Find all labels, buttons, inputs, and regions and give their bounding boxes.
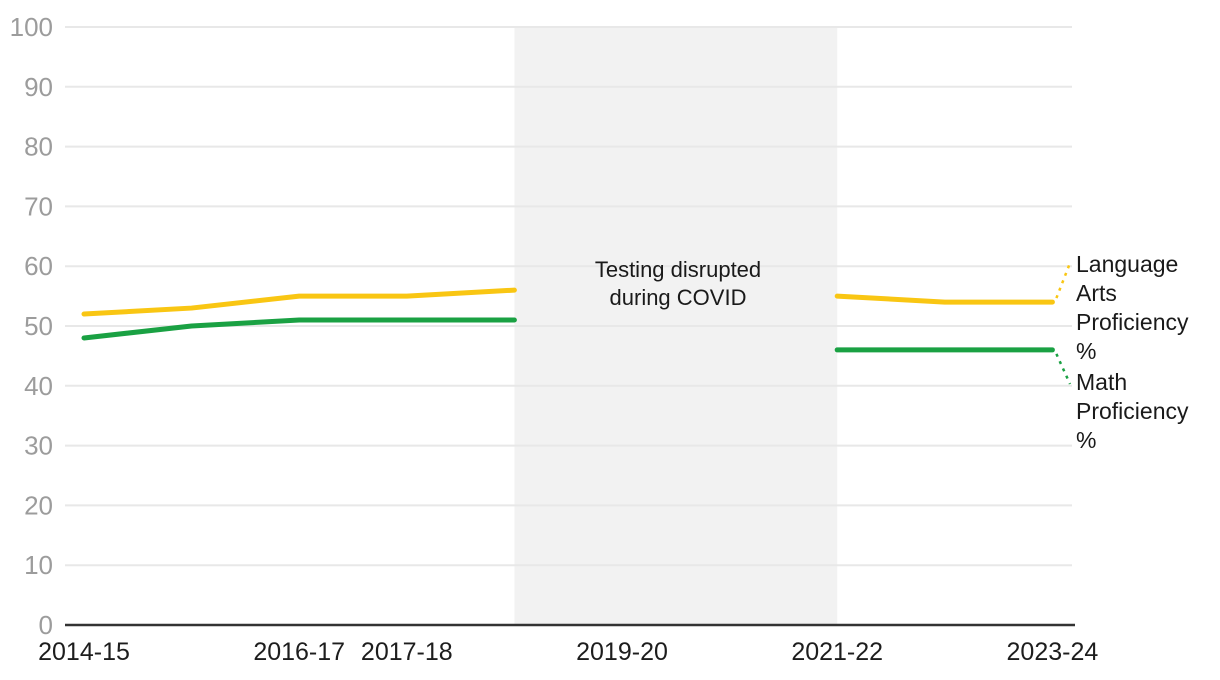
y-axis-tick-label: 100 bbox=[10, 12, 53, 42]
y-axis-tick-label: 80 bbox=[24, 132, 53, 162]
y-axis-tick-label: 40 bbox=[24, 371, 53, 401]
language-arts-leader-line bbox=[1055, 262, 1072, 299]
x-axis-tick-label: 2017-18 bbox=[361, 638, 453, 666]
covid-annotation-line1: Testing disrupted bbox=[594, 257, 762, 282]
series-label-math: Math Proficiency % bbox=[1076, 369, 1189, 453]
x-axis-tick-label: 2023-24 bbox=[1007, 638, 1099, 666]
y-axis-tick-label: 50 bbox=[24, 311, 53, 341]
y-axis-tick-label: 60 bbox=[24, 251, 53, 281]
x-axis-tick-label: 2021-22 bbox=[791, 638, 883, 666]
series-line-language-arts bbox=[834, 293, 1055, 305]
x-axis-tick-label: 2014-15 bbox=[38, 638, 130, 666]
y-axis-tick-label: 0 bbox=[39, 610, 53, 640]
y-axis-tick-label: 20 bbox=[24, 490, 53, 520]
math-leader-line bbox=[1055, 353, 1072, 385]
x-axis-tick-label: 2016-17 bbox=[253, 638, 345, 666]
y-axis-tick-label: 10 bbox=[24, 550, 53, 580]
covid-annotation-line2: during COVID bbox=[609, 285, 747, 310]
y-axis-tick-label: 70 bbox=[24, 191, 53, 221]
series-line-language-arts bbox=[81, 287, 517, 317]
series-label-language-arts: Language Arts Proficiency % bbox=[1076, 251, 1189, 364]
y-axis-tick-label: 30 bbox=[24, 431, 53, 461]
x-axis-tick-label: 2019-20 bbox=[576, 638, 668, 666]
covid-annotation: Testing disrupted during COVID bbox=[517, 256, 839, 312]
series-line-math bbox=[81, 317, 517, 341]
y-axis-tick-label: 90 bbox=[24, 72, 53, 102]
